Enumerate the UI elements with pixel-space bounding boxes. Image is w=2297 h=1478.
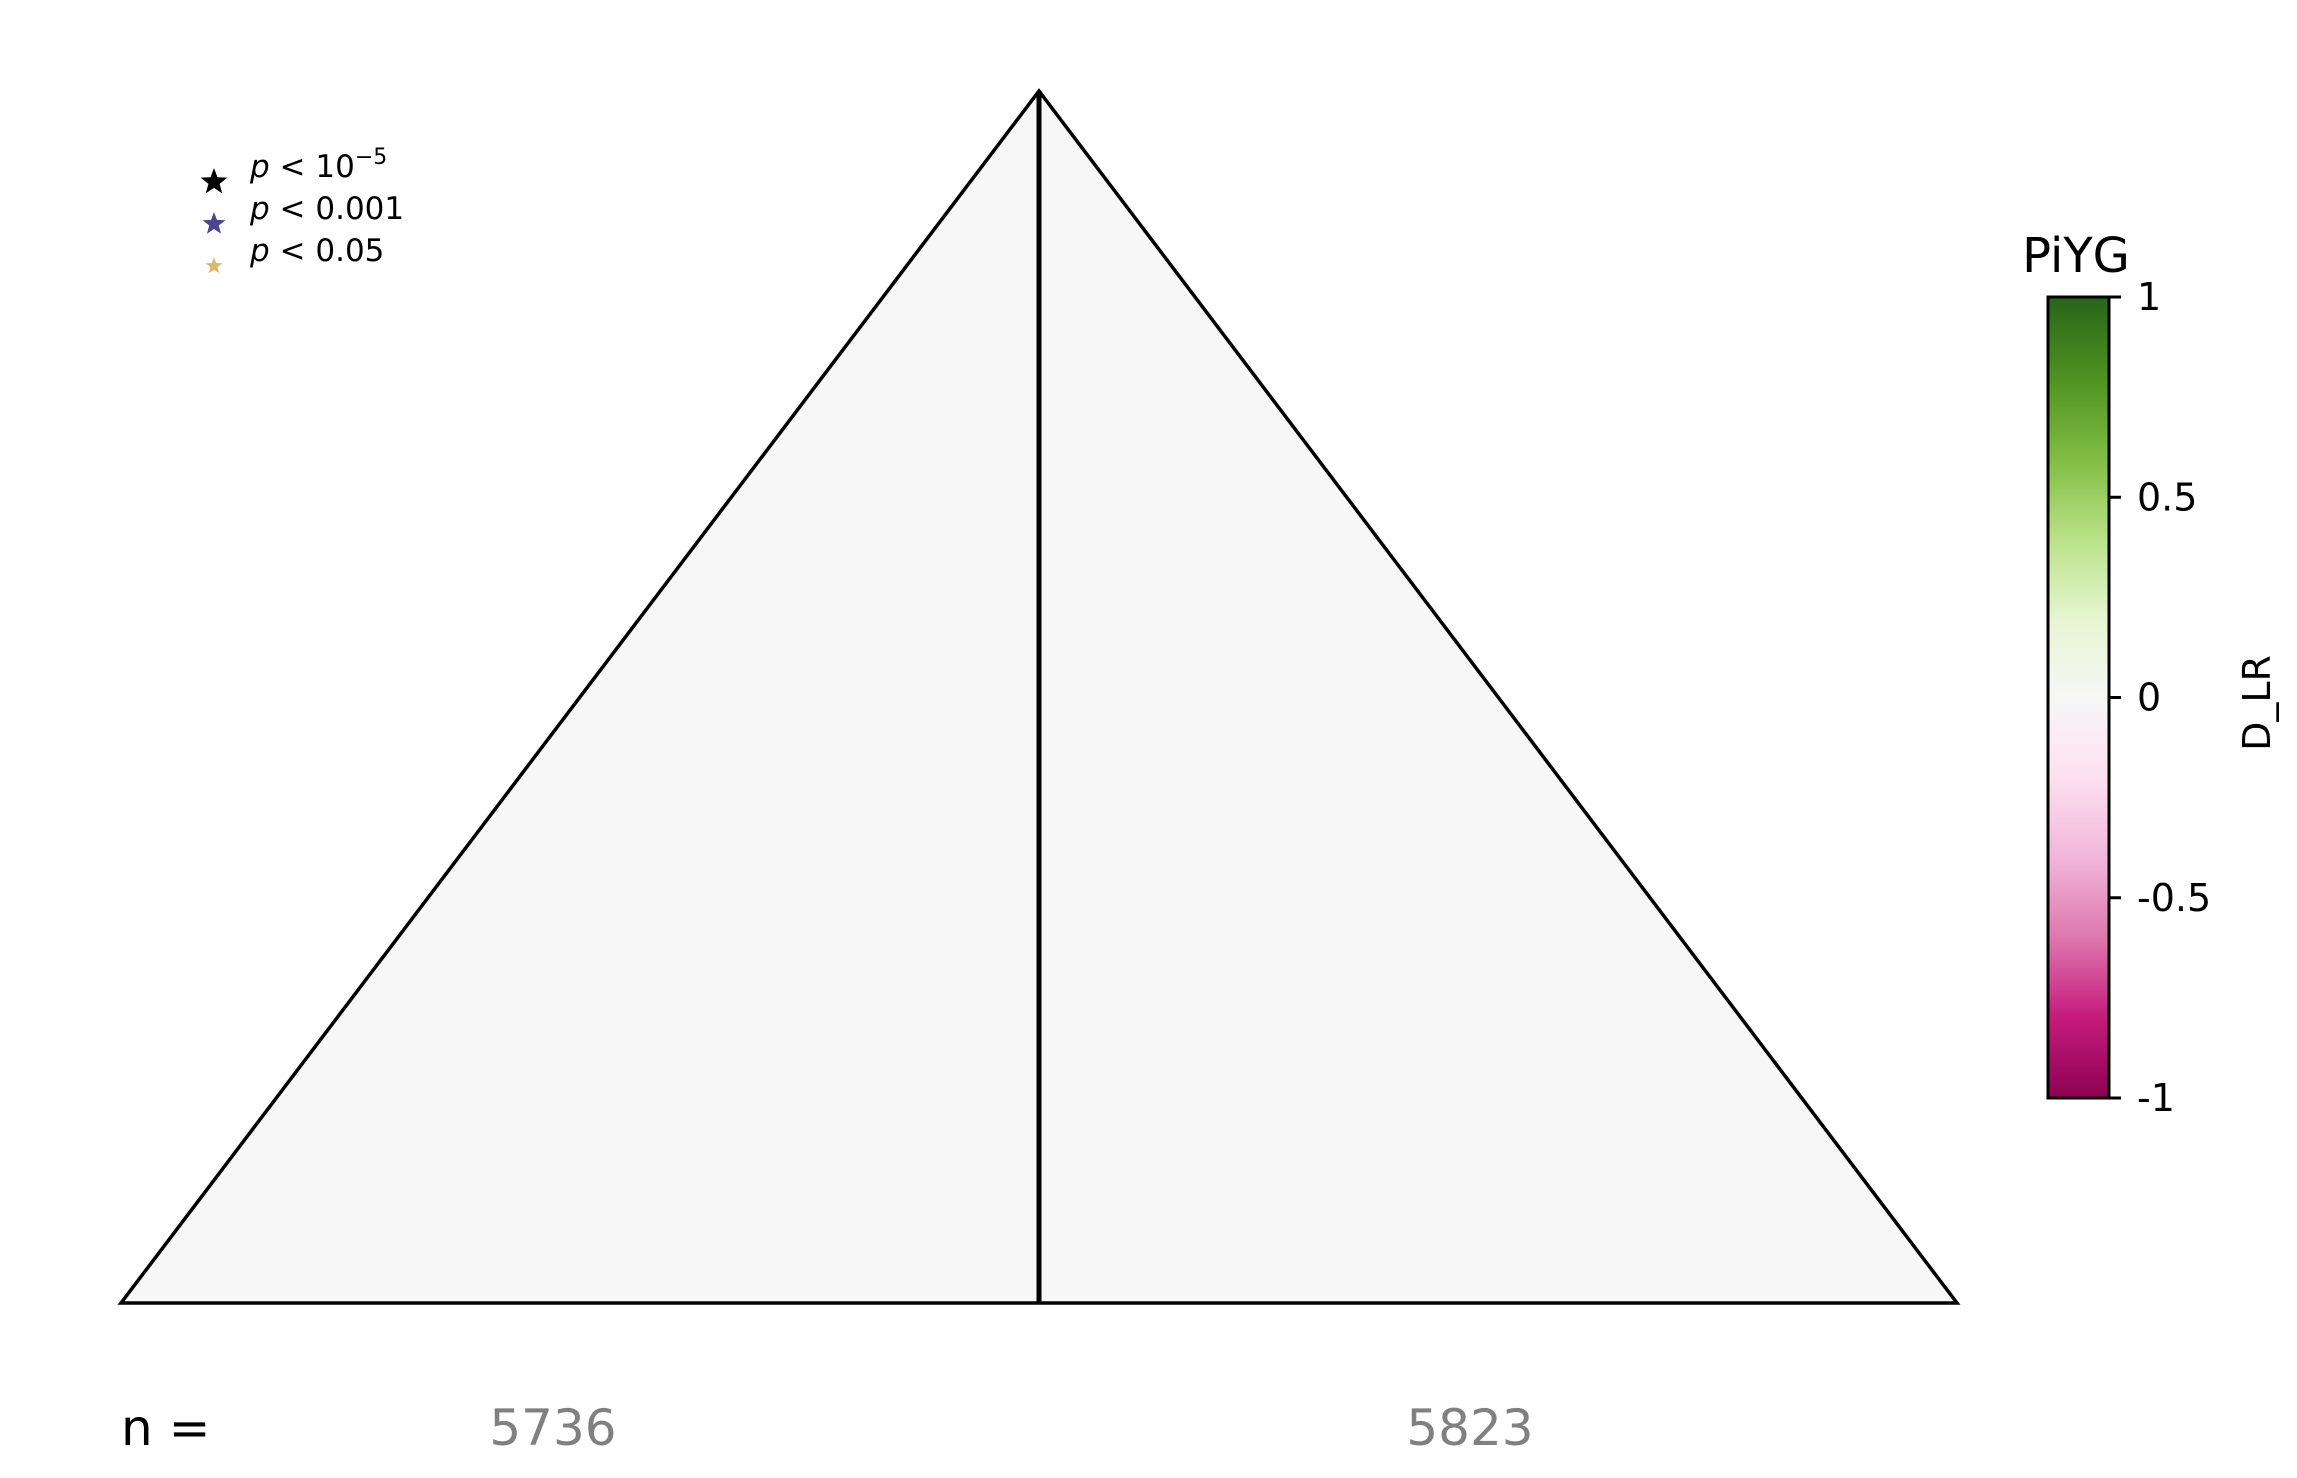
sample-counts: n = 5736 5823 xyxy=(121,1399,1534,1457)
legend-star-icon xyxy=(205,257,223,274)
n-label: n = xyxy=(121,1399,210,1457)
triangle-plot xyxy=(117,88,1961,1305)
significance-legend: p < 10−5 p < 0.001 p < 0.05 xyxy=(200,145,404,274)
n-value-right: 5823 xyxy=(1406,1399,1533,1457)
colorbar-gradient xyxy=(2046,295,2111,1100)
colorbar-tick-label: 1 xyxy=(2137,275,2161,319)
legend-star-icon xyxy=(202,212,226,234)
legend-entry-label: p < 0.001 xyxy=(249,191,404,227)
colorbar-tick-label: -0.5 xyxy=(2137,876,2211,920)
colorbar-tick-label: 0.5 xyxy=(2137,475,2197,519)
n-value-left: 5736 xyxy=(489,1399,616,1457)
legend-entry-label: p < 0.05 xyxy=(249,233,384,269)
colorbar-tick-label: -1 xyxy=(2137,1076,2175,1120)
colorbar-title: PiYG xyxy=(2022,228,2130,284)
legend-star-icon xyxy=(200,168,228,194)
legend-entry-label: p < 10−5 xyxy=(249,145,387,185)
colorbar-label: D_LR xyxy=(2235,655,2279,751)
colorbar: PiYG 1 0.5 0 -0.5 -1 D_LR xyxy=(2022,228,2279,1120)
colorbar-tick-label: 0 xyxy=(2137,676,2161,720)
